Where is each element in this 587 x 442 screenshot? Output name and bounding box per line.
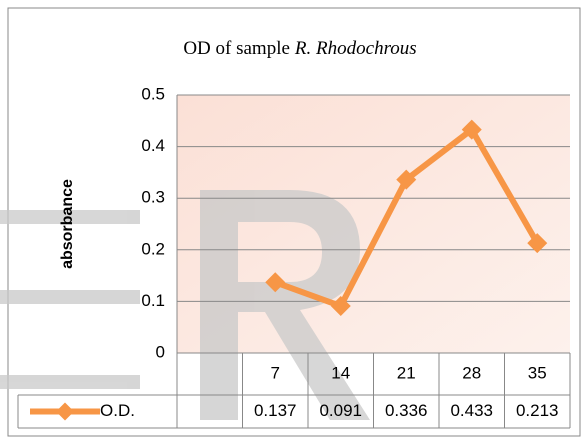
chart-title: OD of sample R. Rhodochrous (183, 38, 416, 59)
legend-label: O.D. (100, 401, 135, 420)
table-value: 0.336 (385, 401, 428, 420)
point (330, 296, 351, 317)
x-tick-label: 35 (528, 363, 547, 382)
point (265, 272, 286, 293)
point (396, 169, 417, 190)
table-value: 0.091 (319, 401, 362, 420)
y-tick-label: 0.1 (141, 291, 165, 310)
title-text: OD of sample (183, 38, 290, 59)
y-axis-label: absorbance (59, 179, 76, 269)
y-tick-label: 0.2 (141, 239, 165, 258)
table-value: 0.137 (254, 401, 297, 420)
x-tick-label: 14 (331, 363, 350, 382)
point (461, 119, 482, 140)
table-value: 0.213 (516, 401, 559, 420)
y-tick-label: 0.5 (141, 84, 165, 103)
watermark (0, 190, 370, 420)
y-tick-label: 0.3 (141, 188, 165, 207)
legend-marker (56, 402, 74, 421)
title-italic: R. Rhodochrous (294, 38, 417, 59)
y-tick-label: 0.4 (141, 136, 165, 155)
y-tick-label: 0 (156, 342, 165, 361)
x-tick-label: 7 (271, 363, 280, 382)
x-tick-label: 21 (397, 363, 416, 382)
table-value: 0.433 (450, 401, 493, 420)
point (527, 233, 548, 254)
x-tick-label: 28 (462, 363, 481, 382)
